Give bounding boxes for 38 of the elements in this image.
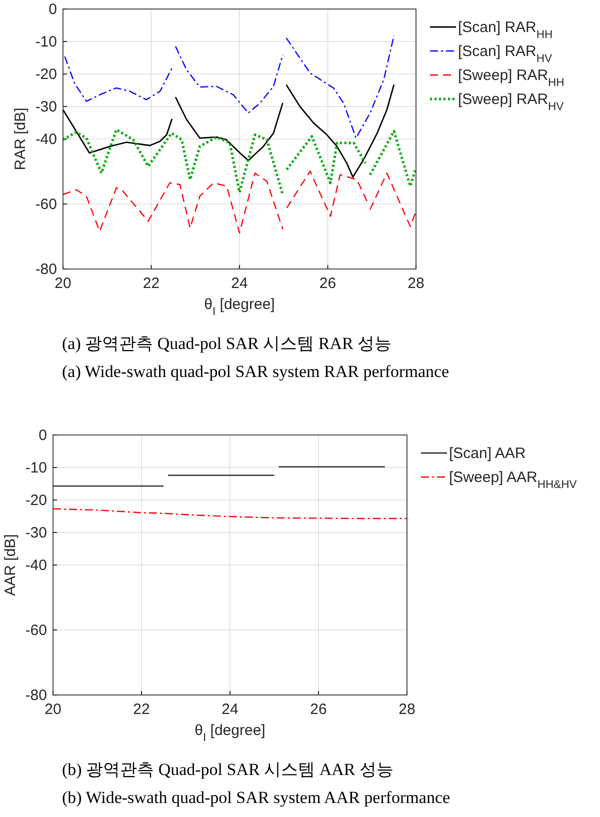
legend-label: [Scan] RAR$_{HH}$ (458, 19, 553, 41)
y-tick-label: -80 (35, 261, 57, 278)
legend-label: [Sweep] AAR$_{HH&HV}$ (449, 469, 578, 491)
y-tick-label: -30 (35, 98, 57, 116)
text: (a) Wide-swath quad-pol SAR system RAR performance (62, 362, 450, 381)
y-tick-label: -10 (35, 34, 57, 50)
legend-label: [Sweep] RAR$_{HH}$ (458, 67, 564, 89)
x-tick-label: 24 (231, 275, 248, 292)
legend-label: [Sweep] RAR$_{HV}$ (458, 91, 564, 113)
x-tick-label: 26 (310, 701, 327, 718)
x-tick-label: 26 (319, 275, 336, 292)
x-tick-label: 28 (398, 701, 416, 718)
y-tick-label: -30 (25, 524, 47, 542)
y-tick-label: -20 (25, 492, 47, 509)
x-tick-label: 22 (142, 275, 160, 292)
y-tick-label: -40 (35, 131, 57, 148)
x-tick-label: 24 (222, 701, 238, 718)
x-tick-label: 20 (54, 275, 72, 292)
y-axis-title: RAR [dB] (12, 108, 29, 170)
y-tick-label: 0 (38, 427, 47, 444)
y-tick-label: -60 (35, 196, 57, 213)
text: (b) 광역관측 Quad-pol SAR 시스템 AAR 성능 (62, 760, 394, 779)
x-tick-label: 20 (44, 701, 62, 718)
legend-label: [Scan] RAR$_{HV}$ (458, 43, 552, 65)
y-tick-label: -40 (25, 557, 47, 574)
text: (b) Wide-swath quad-pol SAR system AAR performance (62, 788, 450, 807)
x-tick-label: 28 (408, 275, 424, 292)
y-tick-label: 0 (48, 1, 57, 18)
y-tick-label: -20 (35, 66, 57, 83)
x-axis-title: θ$_{I}$ [degree] (194, 722, 266, 744)
y-tick-label: -60 (25, 622, 47, 639)
y-tick-label: -80 (25, 687, 47, 704)
x-axis-title: θ$_{I}$ [degree] (204, 296, 275, 318)
text: (a) 광역관측 Quad-pol SAR 시스템 RAR 성능 (62, 334, 392, 353)
y-tick-label: -10 (25, 460, 47, 476)
y-axis-title: AAR [dB] (2, 534, 19, 596)
legend-label: [Scan] AAR (449, 445, 526, 462)
x-tick-label: 22 (133, 701, 150, 718)
